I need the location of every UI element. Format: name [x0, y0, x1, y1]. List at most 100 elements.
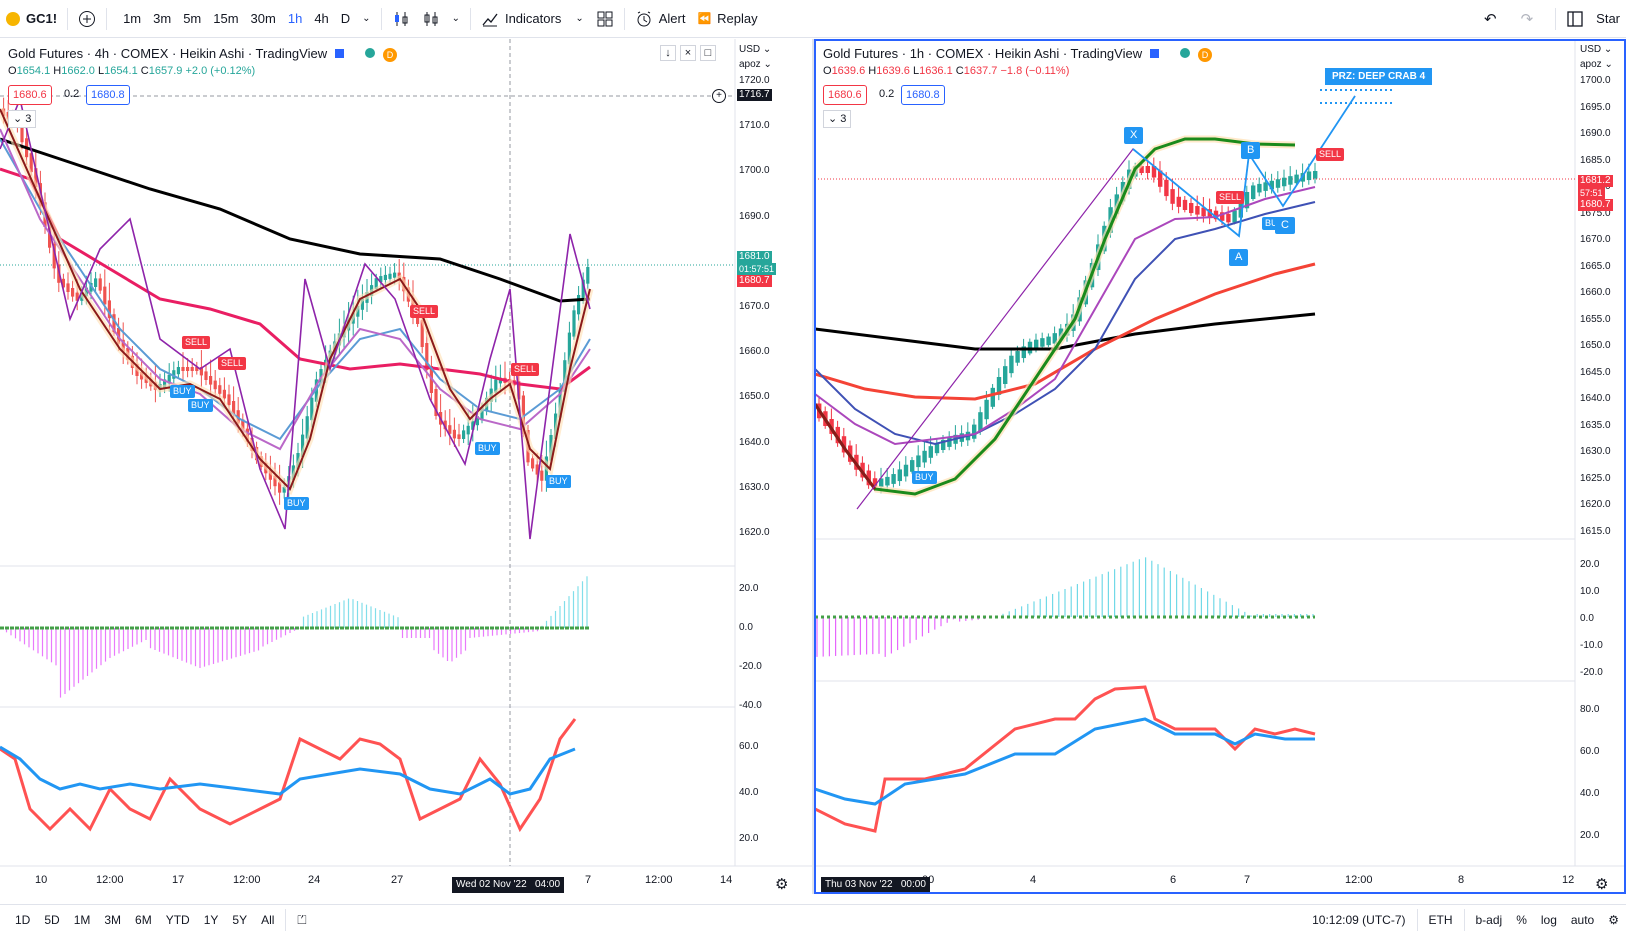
currency-label[interactable]: USD ⌄ — [1580, 44, 1613, 55]
calendar-icon: ⏍ — [297, 912, 307, 927]
buy-signal-badge: BUY — [475, 442, 500, 455]
candle — [434, 389, 438, 416]
interval-1h[interactable]: 1h — [287, 11, 303, 26]
buy-price-button[interactable]: 1680.8 — [901, 85, 945, 105]
ohlc-open: 1654.1 — [16, 65, 51, 77]
candle — [94, 278, 98, 287]
symbol-search[interactable]: GC1! — [0, 0, 63, 38]
interval-chevron-icon[interactable]: ⌄ — [362, 13, 371, 24]
log-toggle[interactable]: log — [1540, 913, 1557, 927]
legend-collapse-toggle[interactable]: ⌄ 3 — [823, 110, 852, 128]
legend-collapse-toggle[interactable]: ⌄ 3 — [8, 110, 37, 128]
replay-button[interactable]: ⏪ Replay — [691, 0, 763, 38]
price-tick-label: 1660.0 — [1580, 287, 1611, 298]
candle — [466, 425, 470, 435]
left-time-axis[interactable]: 10 12:00 17 12:00 24 27 7 12:00 14 — [0, 866, 812, 894]
left-chart-title: Gold Futures · 4h · COMEX · Heikin Ashi … — [8, 46, 328, 61]
interval-15m[interactable]: 15m — [213, 11, 239, 26]
gear-icon[interactable]: ⚙ — [1595, 876, 1609, 893]
osc-tick-label: 20.0 — [739, 583, 759, 594]
interval-d[interactable]: D — [340, 11, 351, 26]
candle — [34, 168, 38, 188]
interval-30m[interactable]: 30m — [250, 11, 276, 26]
close-pane-icon[interactable]: × — [680, 45, 696, 61]
chart-pane-left[interactable]: Gold Futures · 4h · COMEX · Heikin Ashi … — [0, 39, 812, 894]
candle — [411, 297, 415, 312]
range-1d[interactable]: 1D — [15, 913, 31, 927]
candle — [1034, 339, 1039, 349]
heikin-ashi-button[interactable]: ⌄ — [416, 0, 466, 38]
ma-fast-down-line — [815, 403, 877, 490]
price-tick-label: 1700.0 — [1580, 75, 1611, 86]
currency-label[interactable]: USD ⌄ — [739, 44, 772, 55]
candle — [480, 407, 484, 421]
pane-divider[interactable] — [812, 39, 815, 894]
candle — [521, 395, 525, 434]
range-1y[interactable]: 1Y — [203, 913, 219, 927]
candle — [103, 286, 107, 305]
time-cursor-date: Wed 02 Nov '22 — [456, 879, 527, 890]
candle — [1009, 355, 1014, 374]
alert-button[interactable]: Alert — [629, 0, 692, 38]
start-label: Star — [1596, 11, 1620, 26]
range-6m[interactable]: 6M — [135, 913, 152, 927]
rsi-tick-label: 20.0 — [1580, 830, 1600, 841]
bottom-toolbar: 1D 5D 1M 3M 6M YTD 1Y 5Y All ⏍ 10:12:09 (UTC-7) … — [0, 904, 1626, 935]
auto-toggle[interactable]: auto — [1570, 913, 1595, 927]
scale-label[interactable]: apoz ⌄ — [739, 59, 772, 70]
interval-5m[interactable]: 5m — [183, 11, 202, 26]
sell-price-button[interactable]: 1680.6 — [823, 85, 867, 105]
sell-signal-badge: SELL — [1216, 191, 1245, 204]
candle — [996, 377, 1002, 395]
range-3m[interactable]: 3M — [104, 913, 122, 927]
buy-price-button[interactable]: 1680.8 — [86, 85, 130, 105]
range-5d[interactable]: 5D — [44, 913, 60, 927]
layout-button[interactable]: Star — [1560, 0, 1626, 38]
candle — [1040, 338, 1045, 347]
scale-label[interactable]: apoz ⌄ — [1580, 59, 1613, 70]
right-chart-canvas[interactable] — [815, 39, 1626, 894]
candle — [61, 278, 65, 288]
layouts-button[interactable] — [590, 0, 620, 38]
compare-button[interactable] — [72, 0, 102, 38]
range-5y[interactable]: 5Y — [232, 913, 248, 927]
candle — [71, 288, 75, 297]
candle — [84, 287, 88, 297]
interval-1m[interactable]: 1m — [123, 11, 142, 26]
interval-3m[interactable]: 3m — [153, 11, 172, 26]
scroll-down-icon[interactable]: ↓ — [660, 45, 676, 61]
osc-tick-label: -10.0 — [1580, 640, 1603, 651]
undo-button[interactable]: ↶ — [1478, 0, 1503, 38]
gear-icon[interactable]: ⚙ — [775, 876, 789, 893]
indicators-button[interactable]: Indicators ⌄ — [475, 0, 590, 38]
back-adjust-toggle[interactable]: b-adj — [1475, 913, 1503, 927]
bar-style-button[interactable] — [386, 0, 416, 38]
interval-bar: 1m 3m 5m 15m 30m 1h 4h D — [111, 0, 362, 38]
maximize-pane-icon[interactable]: □ — [700, 45, 716, 61]
redo-button[interactable]: ↷ — [1503, 0, 1552, 38]
left-chart-canvas[interactable] — [0, 39, 812, 894]
candle — [1145, 166, 1150, 173]
ohlc-low: 1654.1 — [104, 65, 138, 77]
percent-toggle[interactable]: % — [1516, 913, 1527, 927]
candle — [282, 486, 286, 493]
right-chart-title: Gold Futures · 1h · COMEX · Heikin Ashi … — [823, 46, 1143, 61]
candle — [1139, 166, 1144, 173]
candle — [1158, 170, 1163, 187]
session-toggle[interactable]: ETH — [1428, 913, 1453, 927]
range-1m[interactable]: 1M — [73, 913, 91, 927]
candle — [1195, 206, 1200, 215]
rsi-tick-label: 60.0 — [1580, 746, 1600, 757]
range-all[interactable]: All — [261, 913, 275, 927]
range-ytd[interactable]: YTD — [165, 913, 190, 927]
interval-4h[interactable]: 4h — [314, 11, 329, 26]
clock[interactable]: 10:12:09 (UTC-7) — [1312, 913, 1406, 927]
settings-gear-icon[interactable]: ⚙ — [1608, 913, 1619, 927]
goto-date-button[interactable]: ⏍ — [290, 913, 313, 928]
ohlc-change: +2.0 (+0.12%) — [185, 65, 256, 77]
crosshair-plus-icon[interactable]: + — [712, 89, 726, 103]
chart-pane-right[interactable]: Gold Futures · 1h · COMEX · Heikin Ashi … — [815, 39, 1626, 894]
candle — [1275, 179, 1281, 188]
sell-price-button[interactable]: 1680.6 — [8, 85, 52, 105]
